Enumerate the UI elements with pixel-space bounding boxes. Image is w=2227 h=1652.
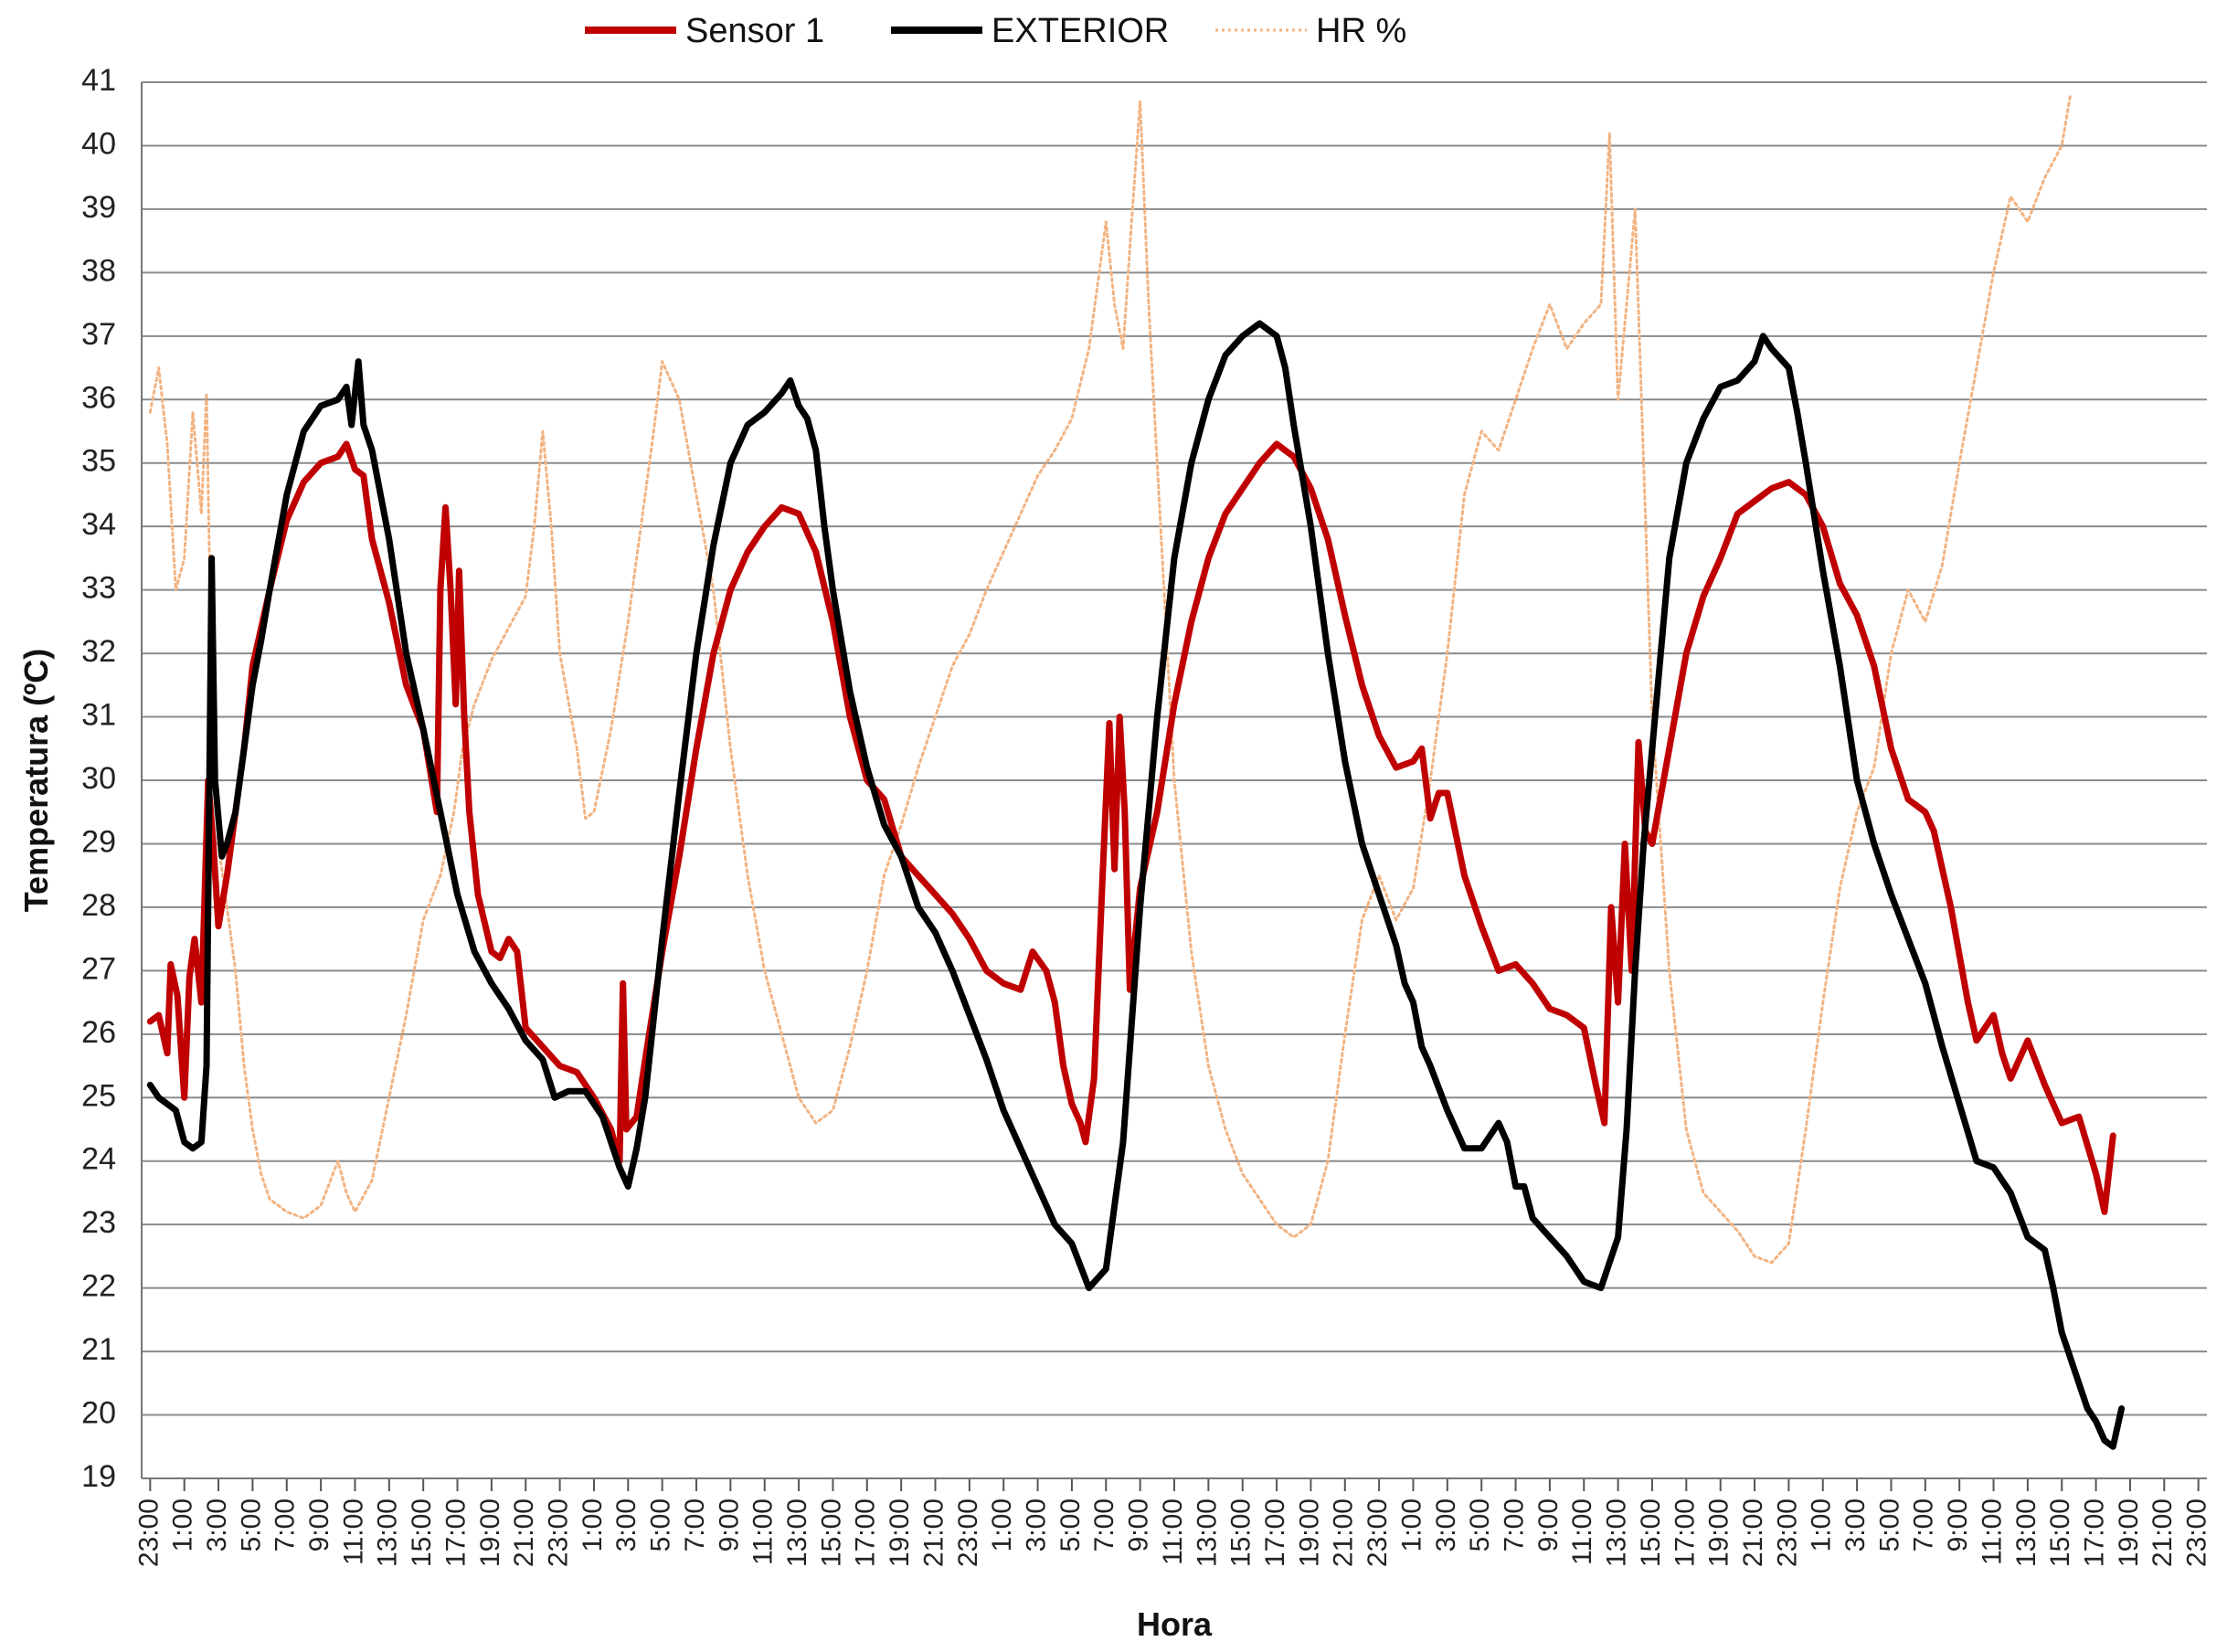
x-tick-label: 1:00 bbox=[578, 1498, 608, 1551]
y-tick-label: 40 bbox=[81, 126, 116, 161]
x-tick-label: 23:00 bbox=[953, 1498, 983, 1567]
x-tick-label: 7:00 bbox=[680, 1498, 710, 1551]
x-tick-label: 17:00 bbox=[851, 1498, 881, 1567]
y-tick-label: 30 bbox=[81, 761, 116, 796]
x-tick-label: 13:00 bbox=[782, 1498, 812, 1567]
y-tick-label: 37 bbox=[81, 317, 116, 352]
x-tick-label: 23:00 bbox=[1772, 1498, 1802, 1567]
x-tick-label: 15:00 bbox=[2045, 1498, 2075, 1567]
x-tick-label: 3:00 bbox=[202, 1498, 232, 1551]
series-lines bbox=[146, 93, 2126, 1450]
y-tick-label: 23 bbox=[81, 1205, 116, 1240]
x-tick-label: 9:00 bbox=[1533, 1498, 1564, 1551]
x-tick-label: 21:00 bbox=[1738, 1498, 1768, 1567]
y-tick-label: 35 bbox=[81, 444, 116, 479]
x-tick-label: 15:00 bbox=[1226, 1498, 1257, 1567]
y-tick-label: 27 bbox=[81, 951, 116, 986]
x-tick-label: 3:00 bbox=[1022, 1498, 1052, 1551]
x-tick-label: 3:00 bbox=[1840, 1498, 1871, 1551]
x-tick-label: 3:00 bbox=[1431, 1498, 1461, 1551]
x-tick-label: 21:00 bbox=[918, 1498, 949, 1567]
x-tick-label: 5:00 bbox=[1874, 1498, 1904, 1551]
x-tick-label: 11:00 bbox=[338, 1498, 368, 1565]
x-tick-label: 19:00 bbox=[1704, 1498, 1734, 1567]
series-line-hr bbox=[148, 93, 2073, 1265]
y-tick-label: 22 bbox=[81, 1269, 116, 1304]
x-tick-label: 13:00 bbox=[373, 1498, 403, 1567]
y-tick-label: 29 bbox=[81, 824, 116, 859]
x-tick-label: 1:00 bbox=[987, 1498, 1017, 1551]
x-tick-label: 17:00 bbox=[1260, 1498, 1290, 1567]
y-tick-label: 19 bbox=[81, 1459, 116, 1494]
x-axis-ticks: 23:00 1:00 3:00 5:00 7:00 9:00 11:00 13:00 15:00… bbox=[133, 1478, 2212, 1567]
x-tick-label: 11:00 bbox=[1158, 1498, 1188, 1565]
x-tick-label: 17:00 bbox=[440, 1498, 471, 1567]
y-tick-label: 25 bbox=[81, 1078, 116, 1113]
x-tick-label: 11:00 bbox=[1977, 1498, 2007, 1565]
x-tick-label: 11:00 bbox=[748, 1498, 779, 1565]
x-tick-label: 19:00 bbox=[2114, 1498, 2144, 1567]
y-axis-ticks: 19 20 21 22 23 24 25 26 27 28 29 30 31 32 33 34 35 36 37 38… bbox=[81, 63, 116, 1494]
y-tick-label: 31 bbox=[81, 698, 116, 733]
x-axis-title: Hora bbox=[1137, 1605, 1213, 1643]
series-line-exterior bbox=[146, 320, 2126, 1450]
x-tick-label: 15:00 bbox=[407, 1498, 437, 1567]
x-tick-label: 19:00 bbox=[885, 1498, 915, 1567]
x-tick-label: 15:00 bbox=[816, 1498, 846, 1567]
x-tick-label: 5:00 bbox=[646, 1498, 676, 1551]
y-tick-label: 32 bbox=[81, 634, 116, 669]
x-tick-label: 13:00 bbox=[2011, 1498, 2041, 1567]
x-tick-label: 1:00 bbox=[1807, 1498, 1837, 1551]
x-tick-label: 7:00 bbox=[1089, 1498, 1119, 1551]
y-tick-label: 26 bbox=[81, 1015, 116, 1050]
x-tick-label: 21:00 bbox=[2147, 1498, 2178, 1567]
legend-label-hr: HR % bbox=[1316, 12, 1406, 50]
x-tick-label: 23:00 bbox=[544, 1498, 574, 1567]
y-tick-label: 34 bbox=[81, 507, 116, 542]
x-tick-label: 21:00 bbox=[1329, 1498, 1359, 1567]
y-tick-label: 20 bbox=[81, 1396, 116, 1431]
x-tick-label: 9:00 bbox=[304, 1498, 334, 1551]
legend-label-sensor-1: Sensor 1 bbox=[685, 12, 824, 50]
y-tick-label: 41 bbox=[81, 63, 116, 98]
x-tick-label: 13:00 bbox=[1602, 1498, 1632, 1567]
gridlines bbox=[142, 81, 2207, 1479]
legend: Sensor 1 EXTERIOR HR % bbox=[585, 12, 1406, 50]
series-line-sensor-1 bbox=[146, 440, 2116, 1215]
y-tick-label: 21 bbox=[81, 1332, 116, 1367]
x-tick-label: 7:00 bbox=[1909, 1498, 1939, 1551]
x-tick-label: 23:00 bbox=[2182, 1498, 2212, 1567]
y-tick-label: 36 bbox=[81, 380, 116, 415]
x-tick-label: 17:00 bbox=[1670, 1498, 1700, 1567]
x-tick-label: 9:00 bbox=[1124, 1498, 1154, 1551]
y-tick-label: 38 bbox=[81, 253, 116, 288]
y-tick-label: 39 bbox=[81, 190, 116, 225]
x-tick-label: 13:00 bbox=[1192, 1498, 1222, 1567]
y-tick-label: 28 bbox=[81, 888, 116, 923]
x-tick-label: 9:00 bbox=[714, 1498, 744, 1551]
x-tick-label: 1:00 bbox=[168, 1498, 198, 1551]
x-tick-label: 9:00 bbox=[1943, 1498, 1973, 1551]
x-tick-label: 1:00 bbox=[1396, 1498, 1426, 1551]
x-tick-label: 15:00 bbox=[1636, 1498, 1666, 1567]
x-tick-label: 19:00 bbox=[1294, 1498, 1324, 1567]
x-tick-label: 5:00 bbox=[236, 1498, 266, 1551]
x-tick-label: 5:00 bbox=[1465, 1498, 1495, 1551]
x-tick-label: 11:00 bbox=[1567, 1498, 1597, 1565]
x-tick-label: 21:00 bbox=[509, 1498, 539, 1567]
y-tick-label: 24 bbox=[81, 1142, 116, 1177]
y-tick-label: 33 bbox=[81, 571, 116, 606]
x-tick-label: 7:00 bbox=[1499, 1498, 1529, 1551]
x-tick-label: 19:00 bbox=[475, 1498, 505, 1567]
x-tick-label: 7:00 bbox=[270, 1498, 301, 1551]
legend-label-exterior: EXTERIOR bbox=[992, 12, 1169, 50]
y-axis-title: Temperatura (ºC) bbox=[17, 649, 55, 913]
x-tick-label: 23:00 bbox=[133, 1498, 164, 1567]
x-tick-label: 3:00 bbox=[611, 1498, 642, 1551]
x-tick-label: 23:00 bbox=[1363, 1498, 1393, 1567]
x-tick-label: 17:00 bbox=[2080, 1498, 2110, 1567]
x-tick-label: 5:00 bbox=[1055, 1498, 1086, 1551]
